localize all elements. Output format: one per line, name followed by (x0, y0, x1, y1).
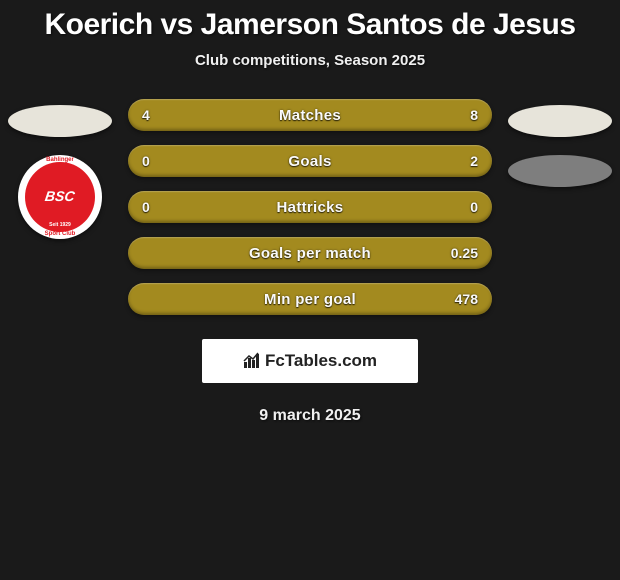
brand-text: FcTables.com (265, 351, 377, 371)
stat-label: Min per goal (178, 291, 442, 308)
comparison-row: 0Hattricks0 (128, 191, 492, 223)
badge-subtext: Seit 1929 (49, 222, 71, 228)
entity-oval (8, 105, 112, 137)
page-subtitle: Club competitions, Season 2025 (0, 52, 620, 99)
comparison-row: Min per goal478 (128, 283, 492, 315)
club-badge-left: Bahlinger BSC Seit 1929 Sport Club (18, 155, 102, 239)
comparison-row: 0Goals2 (128, 145, 492, 177)
comparison-row: 4Matches8 (128, 99, 492, 131)
brand-footer: FcTables.com (202, 339, 418, 383)
badge-inner: BSC Seit 1929 (25, 162, 95, 232)
chart-icon (243, 352, 261, 370)
entity-oval (508, 105, 612, 137)
entity-oval (508, 155, 612, 187)
left-value: 4 (142, 107, 178, 123)
stat-label: Matches (178, 107, 442, 124)
right-column (500, 99, 620, 315)
comparison-layout: Bahlinger BSC Seit 1929 Sport Club 4Matc… (0, 99, 620, 315)
left-value: 0 (142, 153, 178, 169)
badge-arc-bottom: Sport Club (18, 231, 102, 237)
right-value: 8 (442, 107, 478, 123)
badge-letters: BSC (44, 191, 75, 203)
stat-label: Goals per match (178, 245, 442, 262)
right-value: 2 (442, 153, 478, 169)
right-value: 0 (442, 199, 478, 215)
left-value: 0 (142, 199, 178, 215)
left-column: Bahlinger BSC Seit 1929 Sport Club (0, 99, 120, 315)
footer-date: 9 march 2025 (0, 407, 620, 425)
stat-label: Goals (178, 153, 442, 170)
comparison-row: Goals per match0.25 (128, 237, 492, 269)
stat-label: Hattricks (178, 199, 442, 216)
comparison-bars: 4Matches80Goals20Hattricks0Goals per mat… (120, 99, 500, 315)
right-value: 478 (442, 291, 478, 307)
page-title: Koerich vs Jamerson Santos de Jesus (0, 0, 620, 52)
right-value: 0.25 (442, 245, 478, 261)
